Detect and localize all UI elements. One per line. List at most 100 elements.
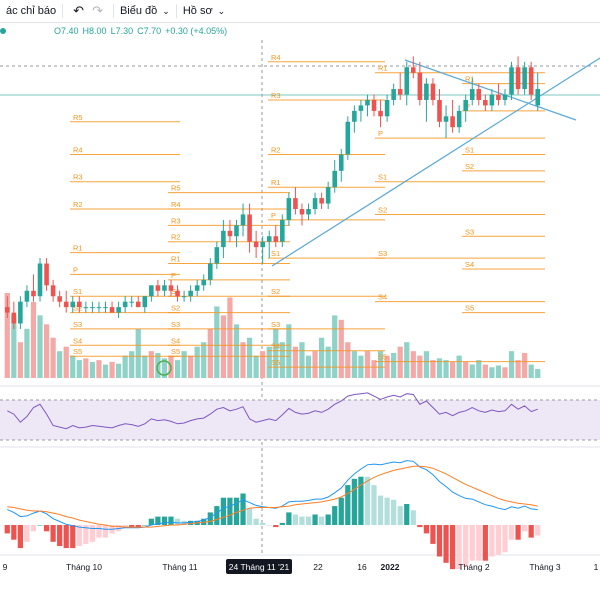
indicators-button[interactable]: ác chỉ báo: [0, 0, 62, 22]
macd-histogram-bar: [135, 525, 141, 528]
candle-body: [365, 99, 370, 106]
signal-line: [7, 465, 538, 528]
volume-bar: [469, 364, 475, 378]
pivot-level-label: R1: [171, 255, 181, 264]
toolbar-divider: [175, 4, 177, 18]
candle-body: [50, 285, 56, 297]
pivot-level-label: S2: [73, 304, 82, 313]
candle-body: [443, 116, 449, 122]
macd-histogram-bar: [96, 525, 102, 538]
legend-low: L7.30: [110, 26, 134, 36]
volume-bar: [391, 352, 397, 378]
top-toolbar: ác chỉ báo ↶ ↷ Biểu đồ ⌄ Hồ sơ ⌄: [0, 0, 600, 23]
macd-histogram-bar: [508, 525, 515, 540]
volume-bar: [43, 324, 50, 378]
candle-body: [240, 214, 246, 226]
macd-histogram-bar: [83, 525, 89, 544]
volume-bar: [397, 346, 403, 378]
macd-histogram-bar: [332, 506, 338, 525]
macd-histogram-bar: [273, 525, 279, 528]
pivot-level-label: S4: [73, 336, 82, 345]
chevron-down-icon: ⌄: [217, 5, 226, 16]
candle-body: [37, 263, 43, 297]
macd-histogram-bar: [515, 525, 521, 540]
volume-bar: [201, 342, 207, 378]
volume-bar: [4, 293, 10, 378]
chart-type-dropdown[interactable]: Biểu đồ ⌄: [114, 0, 176, 22]
status-dot-icon: [0, 28, 6, 34]
macd-histogram-bar: [364, 476, 371, 525]
pivot-level-label: S4: [378, 293, 387, 302]
pivot-level-label: S5: [171, 347, 180, 356]
macd-histogram-bar: [129, 525, 135, 528]
volume-bar: [11, 315, 17, 378]
volume-bar: [482, 364, 488, 378]
candle-body: [162, 285, 167, 291]
candle-body: [24, 290, 30, 302]
candle-body: [201, 279, 207, 286]
macd-histogram-bar: [233, 497, 240, 525]
x-axis-tick-label: Tháng 10: [66, 562, 102, 572]
volume-bar: [417, 355, 423, 378]
macd-histogram-bar: [430, 525, 436, 544]
pivot-level-label: S5: [465, 304, 474, 313]
pivot-level-label: R1: [465, 75, 475, 84]
pivot-level-label: R1: [73, 244, 83, 253]
ohlc-legend: O7.40 H8.00 L7.30 C7.70 +0.30 (+4.05%): [0, 26, 227, 36]
candle-body: [234, 225, 239, 237]
candle-body: [31, 290, 36, 297]
volume-bar: [463, 361, 469, 378]
candle-body: [319, 198, 324, 204]
macd-histogram-bar: [535, 525, 541, 536]
volume-bar: [76, 360, 82, 378]
volume-bar: [371, 360, 377, 378]
x-axis-tick-label: 24 Tháng 11 '21: [229, 562, 290, 572]
volume-bar: [89, 361, 96, 378]
macd-histogram-bar: [4, 525, 10, 534]
legend-high: H8.00: [82, 26, 107, 36]
pivot-level-label: S3: [271, 320, 280, 329]
macd-histogram-bar: [482, 525, 488, 561]
macd-histogram-bar: [469, 525, 475, 561]
trendline-resistance: [404, 59, 577, 121]
candle-body: [371, 99, 377, 111]
volume-bar: [318, 337, 325, 378]
macd-histogram-bar: [318, 516, 325, 525]
legend-close: C7.70: [137, 26, 162, 36]
volume-bar: [515, 360, 521, 378]
pivot-level-label: S5: [378, 353, 387, 362]
toolbar-divider: [112, 4, 114, 18]
volume-bar: [63, 346, 69, 378]
pivot-level-label: S1: [271, 249, 280, 258]
undo-icon[interactable]: ↶: [73, 3, 85, 18]
candle-body: [4, 307, 10, 313]
pivot-level-label: S2: [465, 162, 474, 171]
redo-icon[interactable]: ↷: [92, 3, 103, 18]
volume-bar: [57, 351, 63, 378]
macd-histogram-bar: [220, 497, 227, 525]
pivot-level-label: S3: [465, 227, 474, 236]
profile-dropdown[interactable]: Hồ sơ ⌄: [177, 0, 231, 22]
volume-bar: [279, 342, 285, 378]
candle-body: [247, 214, 252, 242]
pivot-level-label: S1: [465, 145, 474, 154]
candle-body: [332, 170, 338, 188]
volume-bar: [102, 364, 109, 378]
macd-histogram-bar: [371, 485, 377, 525]
candle-body: [181, 296, 187, 298]
macd-histogram-bar: [11, 525, 17, 540]
volume-bar: [495, 365, 502, 378]
volume-bar: [194, 346, 200, 378]
candle-body: [456, 110, 462, 128]
candle-body: [417, 72, 423, 100]
volume-bar: [312, 351, 318, 378]
candle-body: [168, 285, 174, 291]
candle-body: [391, 89, 396, 100]
pivot-level-label: R3: [73, 173, 83, 182]
volume-bar: [436, 358, 443, 378]
volume-bar: [96, 360, 102, 378]
volume-bar: [345, 342, 351, 378]
pivot-level-label: S2: [378, 205, 387, 214]
rsi-band: [0, 400, 600, 440]
